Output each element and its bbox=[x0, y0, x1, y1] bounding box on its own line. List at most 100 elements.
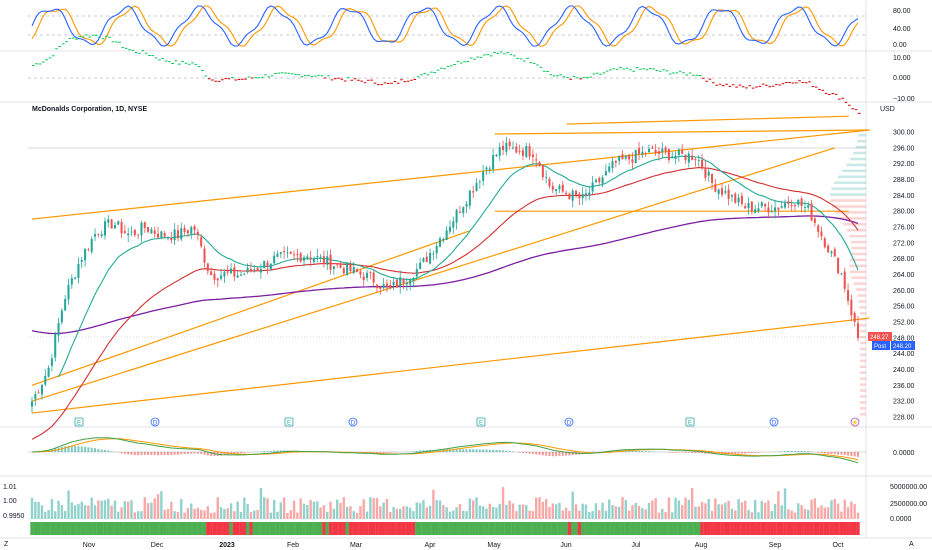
candle[interactable] bbox=[621, 150, 624, 160]
candle[interactable] bbox=[40, 383, 43, 400]
candle[interactable] bbox=[293, 250, 296, 260]
candle[interactable] bbox=[565, 190, 568, 197]
event-marker-earnings[interactable]: E bbox=[685, 417, 695, 427]
candle[interactable] bbox=[412, 277, 415, 288]
candle[interactable] bbox=[359, 269, 362, 279]
candle[interactable] bbox=[833, 247, 836, 258]
candle[interactable] bbox=[246, 263, 249, 274]
candle[interactable] bbox=[820, 226, 823, 241]
candle[interactable] bbox=[157, 226, 160, 239]
candle[interactable] bbox=[405, 277, 408, 291]
candle[interactable] bbox=[687, 151, 690, 168]
candle[interactable] bbox=[528, 143, 531, 160]
event-marker-dividend[interactable]: D bbox=[769, 417, 779, 427]
candle[interactable] bbox=[123, 224, 126, 234]
candle[interactable] bbox=[266, 260, 269, 275]
candle[interactable] bbox=[850, 294, 853, 322]
candle[interactable] bbox=[734, 192, 737, 204]
candle[interactable] bbox=[213, 270, 216, 285]
candle[interactable] bbox=[730, 194, 733, 202]
candle[interactable] bbox=[372, 270, 375, 287]
candle[interactable] bbox=[362, 272, 365, 287]
candle[interactable] bbox=[147, 226, 150, 234]
trendline[interactable] bbox=[31, 230, 470, 386]
candle[interactable] bbox=[793, 204, 796, 212]
candle[interactable] bbox=[273, 251, 276, 265]
candle[interactable] bbox=[289, 251, 292, 255]
candle[interactable] bbox=[611, 157, 614, 173]
candle[interactable] bbox=[409, 278, 412, 291]
candle[interactable] bbox=[239, 271, 243, 277]
candle[interactable] bbox=[190, 225, 193, 240]
candle[interactable] bbox=[770, 204, 773, 213]
candle[interactable] bbox=[103, 217, 107, 240]
candle[interactable] bbox=[299, 251, 302, 263]
candle[interactable] bbox=[206, 263, 209, 275]
candle[interactable] bbox=[817, 224, 820, 238]
candle[interactable] bbox=[502, 140, 505, 155]
candle[interactable] bbox=[366, 270, 369, 282]
event-marker-earnings[interactable]: E bbox=[74, 417, 84, 427]
candle[interactable] bbox=[714, 178, 717, 193]
candle[interactable] bbox=[70, 274, 73, 289]
candle[interactable] bbox=[120, 218, 123, 239]
candle[interactable] bbox=[744, 202, 747, 209]
candle[interactable] bbox=[80, 256, 83, 269]
candle[interactable] bbox=[349, 260, 352, 274]
candle[interactable] bbox=[651, 145, 654, 149]
candle[interactable] bbox=[465, 200, 468, 214]
candle[interactable] bbox=[823, 236, 826, 249]
candle[interactable] bbox=[356, 267, 359, 273]
candle[interactable] bbox=[442, 237, 445, 244]
candle[interactable] bbox=[342, 266, 345, 276]
candle[interactable] bbox=[608, 162, 611, 174]
candle[interactable] bbox=[614, 159, 617, 168]
candle[interactable] bbox=[140, 220, 143, 243]
candle[interactable] bbox=[777, 207, 780, 216]
candle[interactable] bbox=[438, 236, 442, 248]
event-marker-dividend[interactable]: D bbox=[150, 417, 160, 427]
candle[interactable] bbox=[535, 153, 538, 168]
candle[interactable] bbox=[137, 233, 140, 240]
candle[interactable] bbox=[581, 187, 584, 205]
candle[interactable] bbox=[37, 389, 40, 394]
candle[interactable] bbox=[269, 263, 272, 271]
candle[interactable] bbox=[575, 189, 578, 199]
price-pane[interactable]: McDonalds Corporation, 1D, NYSE USD 300.… bbox=[28, 106, 915, 440]
candle[interactable] bbox=[34, 391, 37, 406]
candle[interactable] bbox=[787, 196, 790, 209]
candle[interactable] bbox=[694, 157, 697, 167]
candle[interactable] bbox=[203, 245, 206, 268]
candle[interactable] bbox=[701, 153, 704, 171]
candle[interactable] bbox=[737, 193, 740, 207]
trendline[interactable] bbox=[31, 317, 870, 414]
candle[interactable] bbox=[332, 265, 335, 275]
candle[interactable] bbox=[339, 262, 342, 269]
candle[interactable] bbox=[210, 267, 213, 276]
candle[interactable] bbox=[594, 178, 597, 184]
candle[interactable] bbox=[498, 142, 501, 161]
candle[interactable] bbox=[94, 228, 97, 241]
candle[interactable] bbox=[90, 236, 93, 255]
candle[interactable] bbox=[336, 263, 339, 268]
candle[interactable] bbox=[674, 151, 677, 165]
candle[interactable] bbox=[647, 144, 651, 153]
event-marker-earnings[interactable]: E bbox=[476, 417, 486, 427]
trendlines[interactable] bbox=[31, 115, 870, 414]
candle[interactable] bbox=[150, 227, 153, 234]
trendline[interactable] bbox=[566, 115, 849, 125]
candle[interactable] bbox=[133, 229, 136, 238]
candle[interactable] bbox=[555, 188, 558, 197]
candle[interactable] bbox=[847, 283, 850, 306]
candle[interactable] bbox=[186, 229, 189, 237]
candle[interactable] bbox=[561, 180, 564, 194]
candle[interactable] bbox=[67, 278, 70, 305]
candle[interactable] bbox=[352, 262, 355, 275]
candle[interactable] bbox=[173, 223, 176, 245]
candle[interactable] bbox=[531, 149, 534, 164]
candle[interactable] bbox=[724, 185, 727, 195]
candle[interactable] bbox=[462, 206, 465, 218]
candle[interactable] bbox=[233, 263, 236, 281]
candle[interactable] bbox=[654, 143, 657, 157]
candle[interactable] bbox=[243, 272, 246, 276]
